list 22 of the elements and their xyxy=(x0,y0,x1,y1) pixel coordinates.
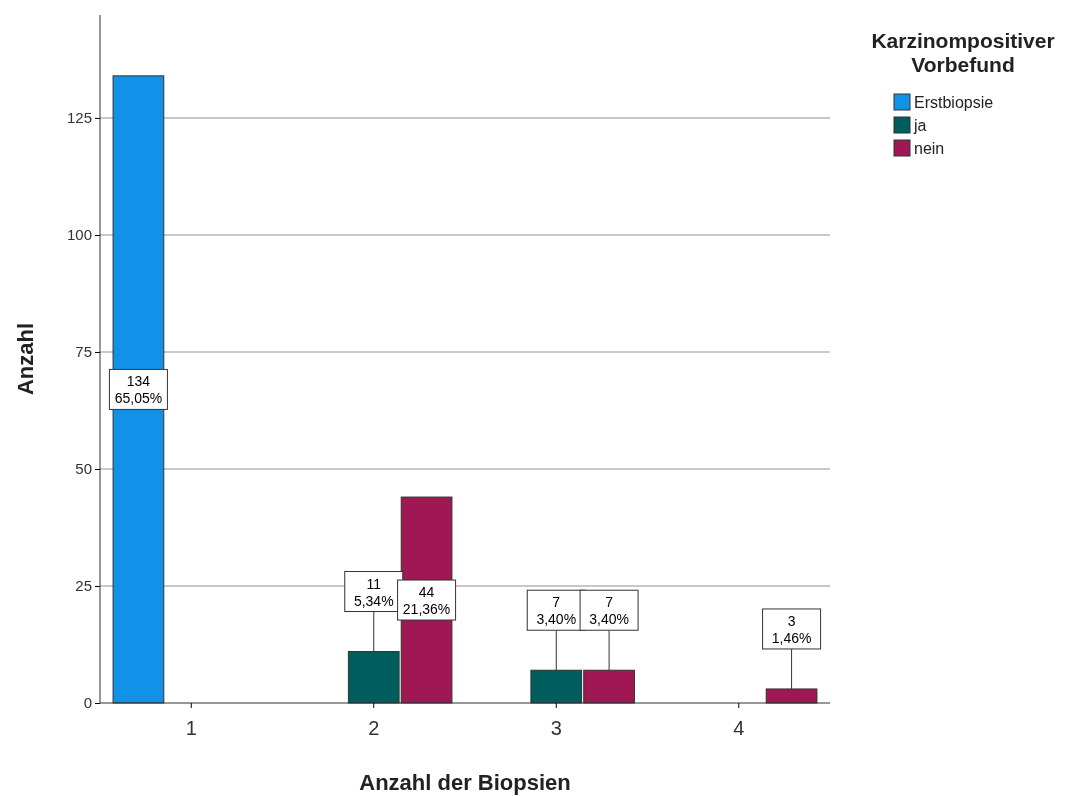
legend-label: nein xyxy=(914,140,945,157)
legend-title: Karzinompositiver Vorbefund xyxy=(871,29,1055,76)
data-label: 3 1,46% xyxy=(771,612,812,646)
x-axis-title: Anzahl der Biopsien xyxy=(359,770,571,795)
data-label: 7 3,40% xyxy=(589,594,629,628)
x-tick-label: 3 xyxy=(550,717,562,739)
data-label: 134 65,05% xyxy=(114,373,163,407)
y-tick-label: 0 xyxy=(83,694,92,712)
x-tick-label: 1 xyxy=(185,717,197,739)
data-label: 44 21,36% xyxy=(402,584,451,618)
data-label: 7 3,40% xyxy=(536,594,577,628)
x-tick-label: 2 xyxy=(368,717,380,739)
y-axis-title: Anzahl xyxy=(13,322,38,396)
x-tick-label: 4 xyxy=(733,717,745,739)
legend-label: Erstbiopsie xyxy=(914,94,994,111)
data-label: 11 5,34% xyxy=(353,575,394,609)
y-tick-label: 75 xyxy=(75,343,92,361)
legend-label: ja xyxy=(913,117,927,134)
y-tick-label: 25 xyxy=(75,577,92,595)
y-tick-label: 50 xyxy=(75,460,92,478)
y-tick-label: 125 xyxy=(66,109,92,127)
y-tick-label: 100 xyxy=(66,226,92,244)
